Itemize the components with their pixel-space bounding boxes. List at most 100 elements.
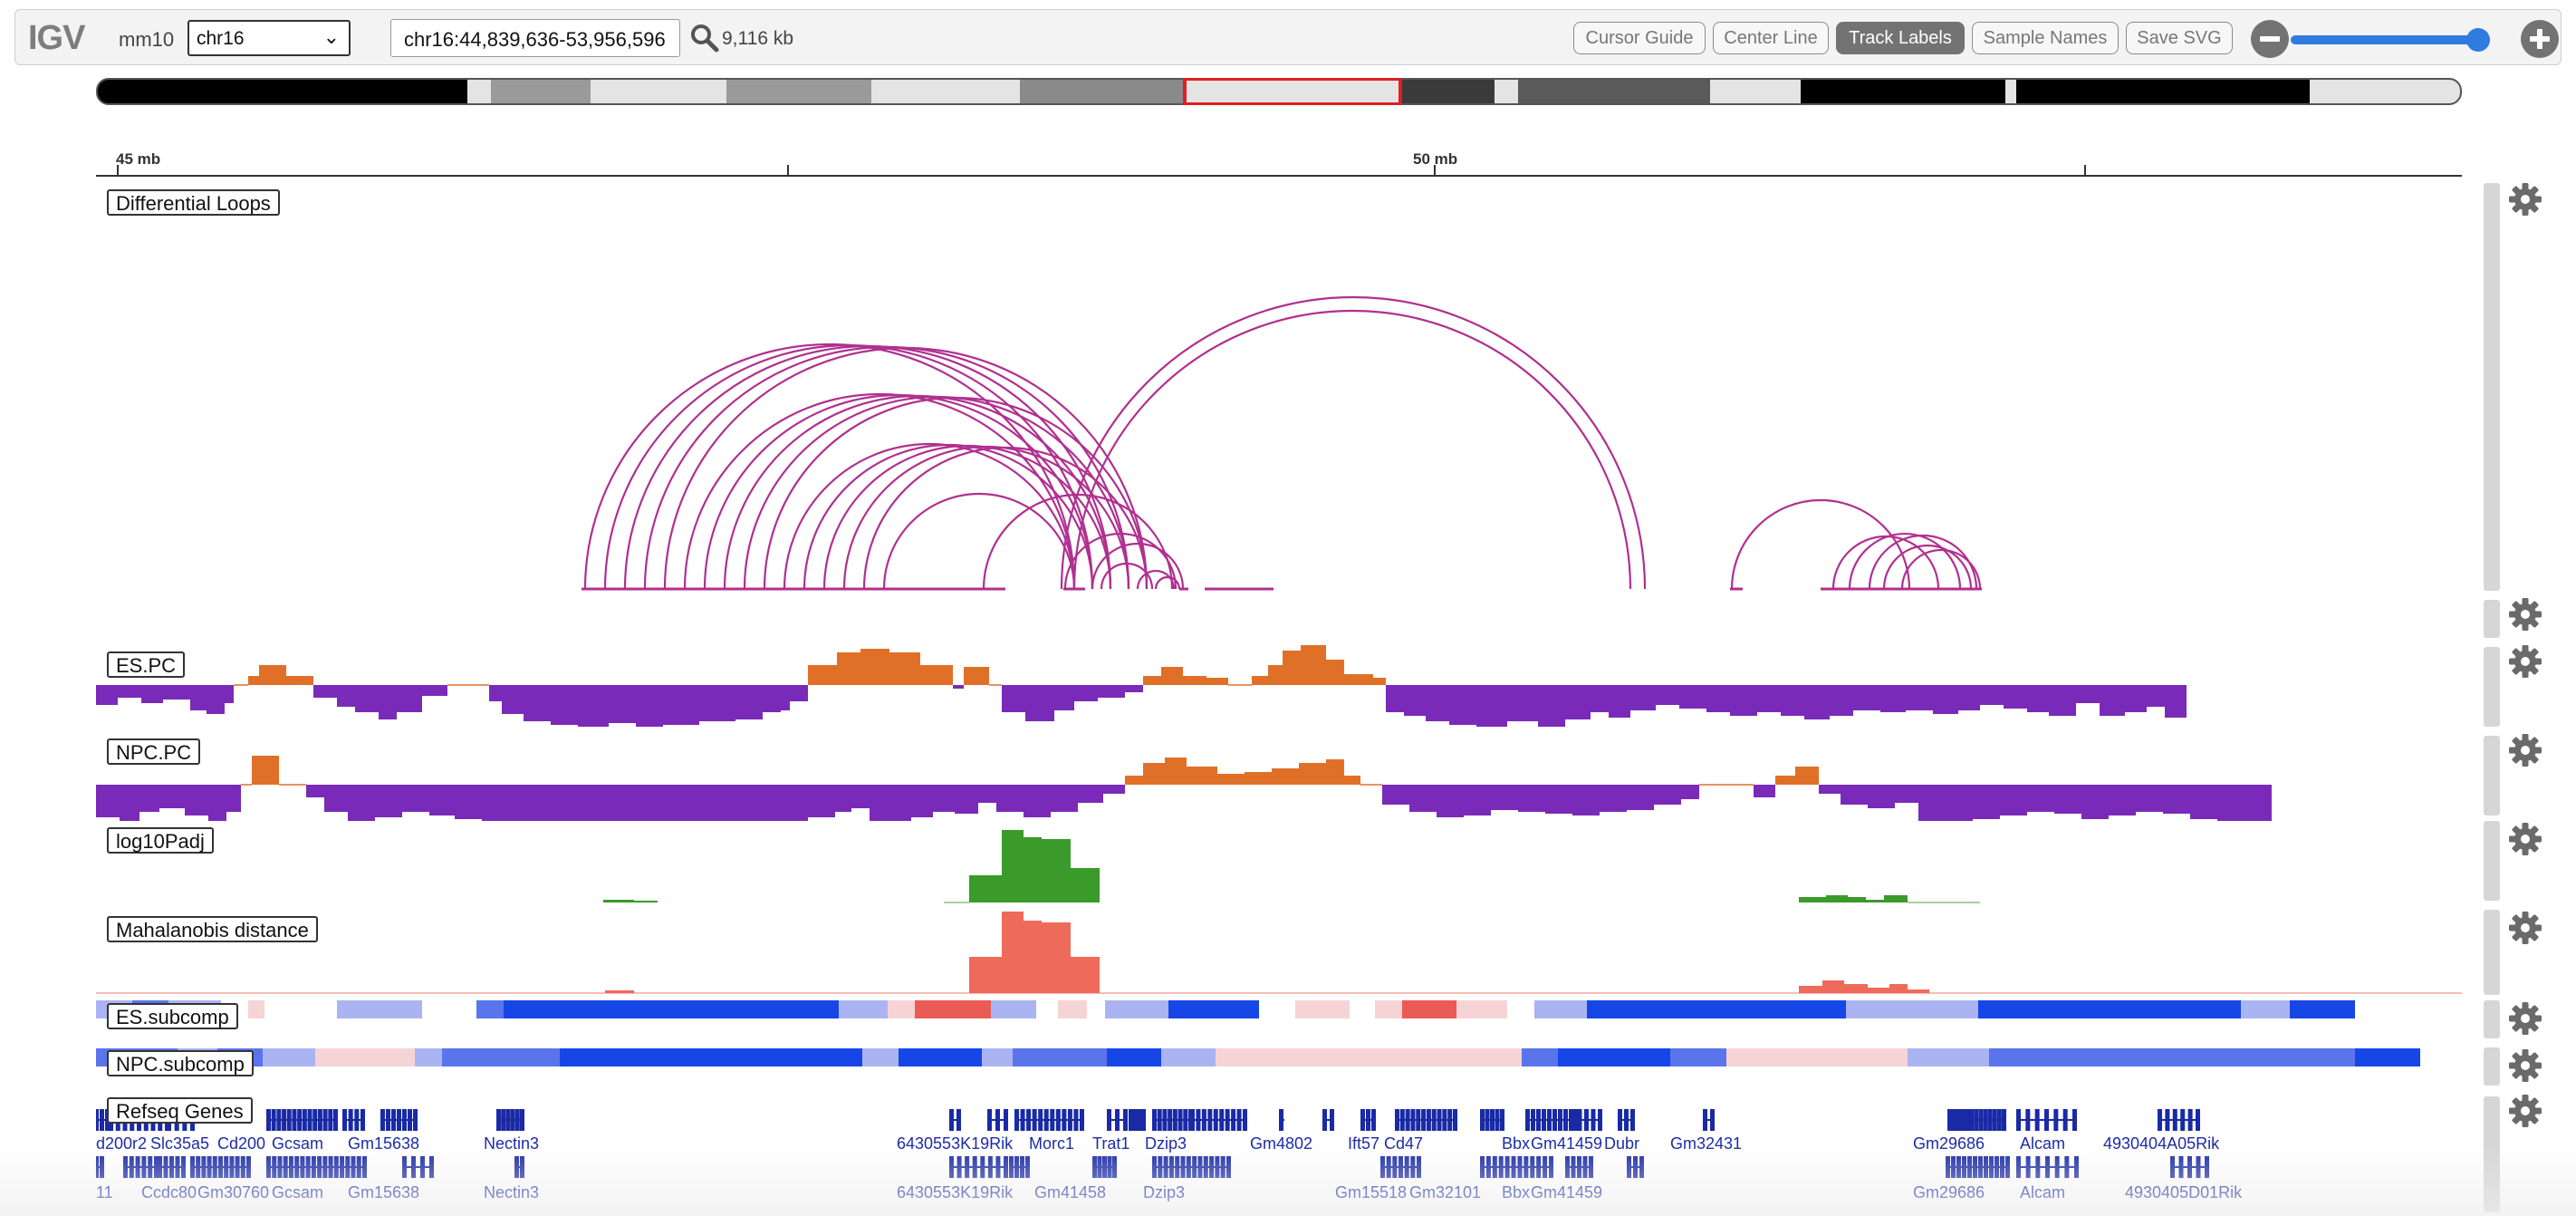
gene-label[interactable]: Gm41459 xyxy=(1531,1183,1603,1202)
center-line-button[interactable]: Center Line xyxy=(1713,22,1829,54)
gene-label[interactable]: Dzip3 xyxy=(1143,1183,1186,1202)
padj-track-scrollbar[interactable] xyxy=(2484,821,2500,901)
loop-arc[interactable] xyxy=(1730,498,1911,590)
track-label-refseq-genes[interactable]: Refseq Genes xyxy=(107,1097,253,1124)
gene-label[interactable]: Nectin3 xyxy=(484,1183,540,1202)
loop-arc[interactable] xyxy=(663,346,1149,590)
loop-arc[interactable] xyxy=(643,345,1130,590)
gene-label[interactable]: Gm30760 xyxy=(197,1183,270,1202)
loop-arc[interactable] xyxy=(1154,575,1181,590)
loop-arc[interactable] xyxy=(822,444,1112,590)
loop-arc[interactable] xyxy=(1900,548,1982,590)
loop-arc[interactable] xyxy=(882,492,1076,590)
track-labels-button[interactable]: Track Labels xyxy=(1836,22,1965,54)
locus-search-input[interactable]: chr16:44,839,636-53,956,596 xyxy=(390,19,680,57)
save-svg-button[interactable]: Save SVG xyxy=(2126,22,2233,54)
track-settings-gear-icon[interactable] xyxy=(2507,1000,2543,1037)
loops-track-scrollbar[interactable] xyxy=(2484,183,2500,591)
gene-label[interactable]: d200r2 xyxy=(96,1134,148,1153)
espc-track-scrollbar[interactable] xyxy=(2484,647,2500,727)
mahal-track-scrollbar[interactable] xyxy=(2484,910,2500,995)
track-settings-gear-icon[interactable] xyxy=(2507,910,2543,946)
loop-arc[interactable] xyxy=(763,396,1149,590)
espc-gap-scrollbar[interactable] xyxy=(2484,600,2500,638)
chromosome-ideogram[interactable] xyxy=(96,78,2462,105)
track-settings-gear-icon[interactable] xyxy=(2507,1093,2543,1129)
gene-label[interactable]: Gcsam xyxy=(272,1134,324,1153)
gene-label[interactable]: Gm32101 xyxy=(1409,1183,1482,1202)
loop-arc[interactable] xyxy=(783,442,1076,590)
zoom-out-icon[interactable] xyxy=(2251,20,2289,58)
gene-label[interactable]: Gm4802 xyxy=(1250,1134,1313,1153)
gene-label[interactable]: Nectin3 xyxy=(484,1134,540,1153)
refseq-genes-track[interactable] xyxy=(96,1104,2462,1212)
track-settings-gear-icon[interactable] xyxy=(2507,181,2543,217)
gene-label[interactable]: Dubr xyxy=(1604,1134,1640,1153)
es-subcomp-track[interactable] xyxy=(96,1000,2462,1018)
gene-label[interactable]: Gm41458 xyxy=(1034,1183,1107,1202)
gene-label[interactable]: Gm15638 xyxy=(348,1134,420,1153)
loop-arc[interactable] xyxy=(1100,562,1154,590)
gene-label[interactable]: Gm15518 xyxy=(1335,1183,1408,1202)
loop-arc[interactable] xyxy=(703,393,1094,590)
gene-label[interactable]: Gm15638 xyxy=(348,1183,420,1202)
gene-label[interactable]: Ift57 xyxy=(1348,1134,1380,1153)
loop-arc[interactable] xyxy=(1060,295,1647,590)
gene-label[interactable]: 4930405D01Rik xyxy=(2125,1183,2243,1202)
loop-arc[interactable] xyxy=(723,394,1112,590)
gene-label[interactable]: Gm29686 xyxy=(1913,1183,1985,1202)
sample-names-button[interactable]: Sample Names xyxy=(1972,22,2119,54)
track-label-npc-pc[interactable]: NPC.PC xyxy=(107,738,201,765)
loop-arc[interactable] xyxy=(1091,542,1185,590)
loop-arc[interactable] xyxy=(583,343,1076,590)
gene-label[interactable]: Gm32431 xyxy=(1670,1134,1743,1153)
gene-label[interactable]: Morc1 xyxy=(1029,1134,1075,1153)
track-settings-gear-icon[interactable] xyxy=(2507,1047,2543,1084)
gene-label[interactable]: Bbx xyxy=(1502,1183,1531,1202)
zoom-in-icon[interactable] xyxy=(2521,20,2559,58)
gene-label[interactable]: Cd200 xyxy=(217,1134,266,1153)
gene-label[interactable]: Gcsam xyxy=(272,1183,324,1202)
track-label-log10padj[interactable]: log10Padj xyxy=(107,827,214,854)
gene-label[interactable]: Slc35a5 xyxy=(150,1134,210,1153)
gene-label[interactable]: 6430553K19Rik xyxy=(897,1134,1014,1153)
gene-label[interactable]: Alcam xyxy=(2020,1183,2066,1202)
gene-label[interactable]: Bbx xyxy=(1502,1134,1531,1153)
gene-label[interactable]: 6430553K19Rik xyxy=(897,1183,1014,1202)
essub-track-scrollbar[interactable] xyxy=(2484,1000,2500,1038)
zoom-slider[interactable] xyxy=(2291,35,2490,44)
zoom-slider-handle[interactable] xyxy=(2466,28,2490,52)
loop-arc[interactable] xyxy=(623,344,1112,590)
gene-label[interactable]: Gm41459 xyxy=(1531,1134,1603,1153)
gene-label[interactable]: Ccdc80 xyxy=(141,1183,197,1202)
cursor-guide-button[interactable]: Cursor Guide xyxy=(1573,22,1706,54)
loop-arc[interactable] xyxy=(1882,544,1973,590)
genome-label[interactable]: mm10 xyxy=(119,28,175,51)
loop-arc[interactable] xyxy=(842,445,1130,590)
log10padj-track[interactable] xyxy=(96,815,2462,906)
track-label-npc-subcomp[interactable]: NPC.subcomp xyxy=(107,1050,254,1076)
mahalanobis-distance-track[interactable] xyxy=(96,906,2462,997)
loop-arc[interactable] xyxy=(1848,532,1962,590)
npc-subcomp-track[interactable] xyxy=(96,1048,2462,1066)
loop-arc[interactable] xyxy=(862,446,1149,590)
track-settings-gear-icon[interactable] xyxy=(2507,732,2543,768)
track-label-mahalanobis-distance[interactable]: Mahalanobis distance xyxy=(107,916,318,942)
loop-arc[interactable] xyxy=(1063,532,1177,590)
gene-label[interactable]: 4930404A05Rik xyxy=(2103,1134,2220,1153)
loop-arc[interactable] xyxy=(1072,309,1632,590)
track-label-differential-loops[interactable]: Differential Loops xyxy=(107,189,280,216)
track-settings-gear-icon[interactable] xyxy=(2507,643,2543,680)
track-label-es-subcomp[interactable]: ES.subcomp xyxy=(107,1003,238,1029)
gene-label[interactable]: Cd47 xyxy=(1384,1134,1424,1153)
loop-arc[interactable] xyxy=(603,343,1094,590)
gene-label[interactable]: Gm29686 xyxy=(1913,1134,1985,1153)
track-settings-gear-icon[interactable] xyxy=(2507,821,2543,857)
gene-label[interactable]: Dzip3 xyxy=(1145,1134,1187,1153)
search-icon[interactable] xyxy=(689,23,720,53)
track-settings-gear-icon[interactable] xyxy=(2507,596,2543,632)
loop-arc[interactable] xyxy=(1868,534,1978,590)
loop-arc[interactable] xyxy=(1831,535,1940,590)
gene-label[interactable]: Alcam xyxy=(2020,1134,2066,1153)
differential-loops-track[interactable] xyxy=(96,181,2462,598)
